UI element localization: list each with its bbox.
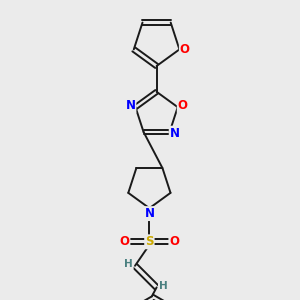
Text: H: H bbox=[124, 259, 133, 269]
Text: O: O bbox=[178, 99, 188, 112]
Text: O: O bbox=[169, 235, 179, 248]
Text: N: N bbox=[170, 127, 180, 140]
Text: H: H bbox=[159, 280, 168, 291]
Text: N: N bbox=[125, 99, 135, 112]
Text: O: O bbox=[180, 43, 190, 56]
Text: S: S bbox=[145, 235, 154, 248]
Text: O: O bbox=[119, 235, 129, 248]
Text: N: N bbox=[144, 207, 154, 220]
